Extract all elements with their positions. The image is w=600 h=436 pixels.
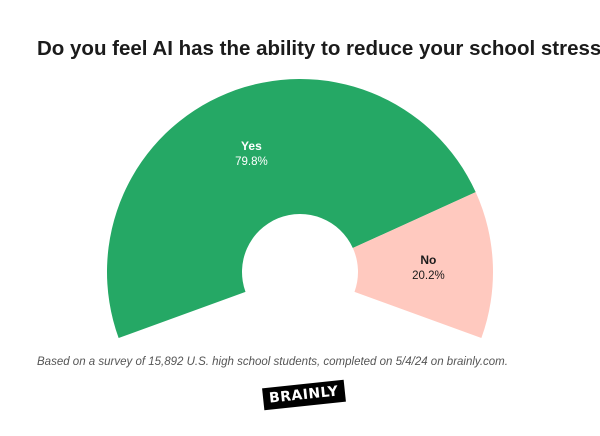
slice-no bbox=[352, 192, 493, 339]
slice-label-yes: Yes bbox=[241, 139, 262, 153]
slice-value-no: 20.2% bbox=[412, 270, 445, 282]
slice-yes bbox=[106, 78, 476, 339]
survey-footnote: Based on a survey of 15,892 U.S. high sc… bbox=[37, 356, 508, 368]
slice-label-no: No bbox=[420, 253, 436, 267]
slice-value-yes: 79.8% bbox=[235, 156, 268, 168]
chart-title: Do you feel AI has the ability to reduce… bbox=[37, 37, 600, 60]
